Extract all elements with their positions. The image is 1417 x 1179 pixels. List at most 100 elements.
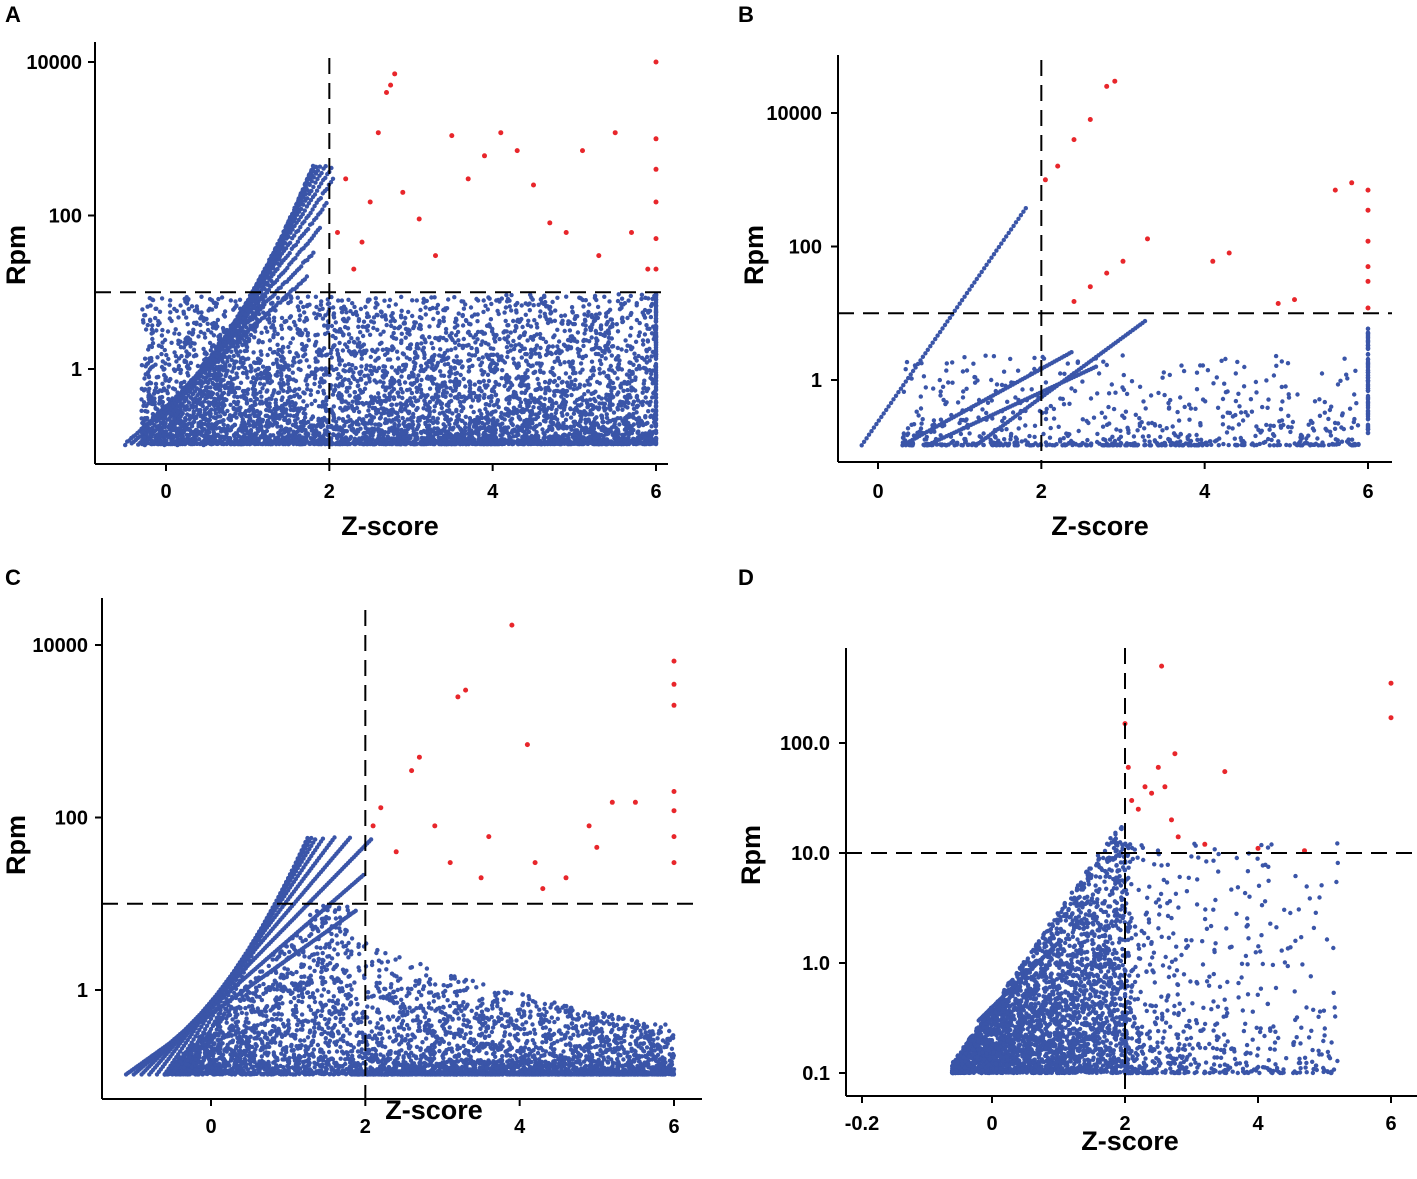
panel-a-point-below-4815 — [486, 428, 492, 433]
panel-a-point-below-4329 — [437, 411, 442, 416]
panel-a-point-below-1790 — [304, 358, 309, 363]
panel-a-point-below-4482 — [291, 407, 296, 413]
panel-a-point-below-4906 — [609, 353, 614, 358]
panel-a-point-below-1870 — [482, 369, 487, 375]
panel-a-point-below-3616 — [601, 370, 606, 375]
panel-a-point-below-2813 — [502, 310, 507, 315]
panel-a-point-below-874 — [463, 414, 468, 419]
panel-a-point-below-4375 — [339, 398, 344, 403]
panel-a-point-below-2618 — [453, 421, 458, 426]
panel-a-point-below-4874 — [514, 308, 519, 313]
panel-a-point-below-2330 — [358, 330, 363, 335]
panel-a-point-below-2654 — [442, 308, 448, 313]
panel-a-point-below-2309 — [389, 323, 394, 329]
panel-a-point-below-2552 — [312, 398, 318, 403]
panel-a-point-below-4210 — [513, 393, 519, 398]
panel-a-point-below-3427 — [211, 333, 217, 338]
panel-a-point-below-2706 — [256, 340, 261, 345]
panel-a-point-below-4050 — [606, 331, 612, 336]
panel-a-point-below-4988 — [518, 441, 523, 446]
panel-a-point-below-4684 — [399, 338, 404, 343]
panel-a-point-below-2870 — [469, 404, 474, 409]
panel-a-point-below-4429 — [451, 425, 456, 430]
panel-a-point-below-4242 — [385, 350, 390, 356]
panel-a-point-below-3853 — [567, 320, 573, 325]
panel-a-point-below-4578 — [331, 404, 336, 409]
panel-a-point-below-781 — [441, 422, 446, 427]
panel-a-point-below-4312 — [410, 313, 415, 319]
panel-a-point-below-4174 — [401, 321, 406, 326]
panel-a-point-below-3672 — [251, 375, 256, 380]
panel-a-point-below-3675 — [354, 431, 359, 436]
panel-a-point-below-3869 — [643, 366, 648, 371]
panel-a-point-below-4822 — [527, 416, 532, 422]
panel-a-point-below-3459 — [414, 407, 419, 413]
panel-a-point-below-1000 — [346, 332, 352, 337]
panel-a-point-below-424 — [599, 361, 604, 367]
panel-a-point-below-4371 — [597, 381, 602, 386]
panel-a-point-below-1467 — [271, 318, 277, 324]
panel-a-point-below-4811 — [574, 408, 580, 413]
panel-a-point-below-4916 — [604, 374, 609, 379]
panel-a-point-below-4787 — [154, 328, 159, 333]
panel-a-point-below-3577 — [141, 320, 146, 325]
panel-a-point-below-4186 — [439, 354, 444, 359]
panel-a-point-below-3010 — [144, 403, 149, 409]
panel-a-point-below-4845 — [256, 366, 261, 372]
panel-a-point-below-4004 — [422, 398, 427, 404]
panel-a-point-below-3619 — [302, 391, 307, 396]
panel-a-point-below-4679 — [277, 381, 282, 386]
panel-a-point-below-4617 — [179, 353, 184, 359]
panel-a-point-below-4739 — [636, 429, 641, 434]
panel-a-point-below-4862 — [530, 410, 535, 415]
panel-a-point-below-3863 — [427, 334, 432, 340]
panel-a-point-below-2881 — [392, 379, 397, 384]
panel-a-point-below-4714 — [275, 424, 280, 429]
panel-a-point-below-1395 — [448, 365, 453, 370]
panel-a-point-below-4986 — [503, 305, 509, 310]
panel-a-point-below-731 — [355, 336, 360, 341]
panel-a-point-below-4212 — [155, 355, 160, 360]
panel-a-point-below-2682 — [382, 364, 388, 369]
panel-a-point-below-3508 — [570, 361, 575, 366]
panel-a-point-below-4995 — [422, 355, 427, 361]
panel-a-point-below-4400 — [524, 388, 529, 393]
panel-a-point-below-447 — [222, 309, 228, 314]
panel-a-point-below-4518 — [419, 441, 425, 446]
panel-a-point-below-3264 — [339, 306, 344, 311]
panel-a-point-below-4170 — [472, 312, 477, 317]
panel-a-point-below-4262 — [490, 441, 495, 447]
panel-a-point-below-4228 — [488, 367, 493, 373]
panel-a-point-below-2232 — [575, 330, 581, 335]
panel-a-point-below-4701 — [321, 435, 326, 441]
panel-a-point-below-2285 — [280, 395, 285, 400]
panel-a-point-below-807 — [581, 304, 586, 309]
panel-a-point-below-1715 — [315, 332, 320, 337]
panel-a-point-below-4139 — [461, 306, 467, 311]
panel-a-point-below-2157 — [542, 396, 547, 402]
panel-a-point-below-4965 — [540, 336, 546, 341]
panel-a-point-below-1680 — [382, 298, 387, 303]
panel-a-point-below-353 — [305, 294, 311, 299]
panel-a-point-below-3455 — [460, 418, 465, 424]
panel-a-point-below-2707 — [347, 393, 352, 398]
panel-a-point-below-4735 — [547, 378, 553, 383]
panel-a-point-below-3350 — [410, 403, 416, 408]
panel-a-point-below-1881 — [418, 394, 423, 400]
panel-a-point-below-3514 — [281, 345, 286, 350]
panel-a-point-below-4393 — [581, 437, 587, 442]
panel-a-point-below-4344 — [365, 323, 371, 328]
panel-a-point-below-2595 — [593, 398, 598, 404]
panel-a-point-below-4345 — [644, 360, 649, 365]
panel-a-point-below-4769 — [284, 436, 290, 442]
panel-a-point-below-332 — [336, 298, 341, 303]
panel-a-point-below-2824 — [499, 296, 504, 301]
panel-a-point-below-164 — [286, 344, 291, 350]
panel-a-point-below-3274 — [447, 369, 452, 375]
panel-a-point-below-3824 — [246, 356, 251, 361]
panel-a-point-below-4388 — [460, 345, 465, 351]
panel-a-point-below-3199 — [555, 417, 560, 422]
panel-a-point-below-3673 — [261, 429, 266, 435]
panel-a-point-below-3189 — [633, 441, 639, 447]
